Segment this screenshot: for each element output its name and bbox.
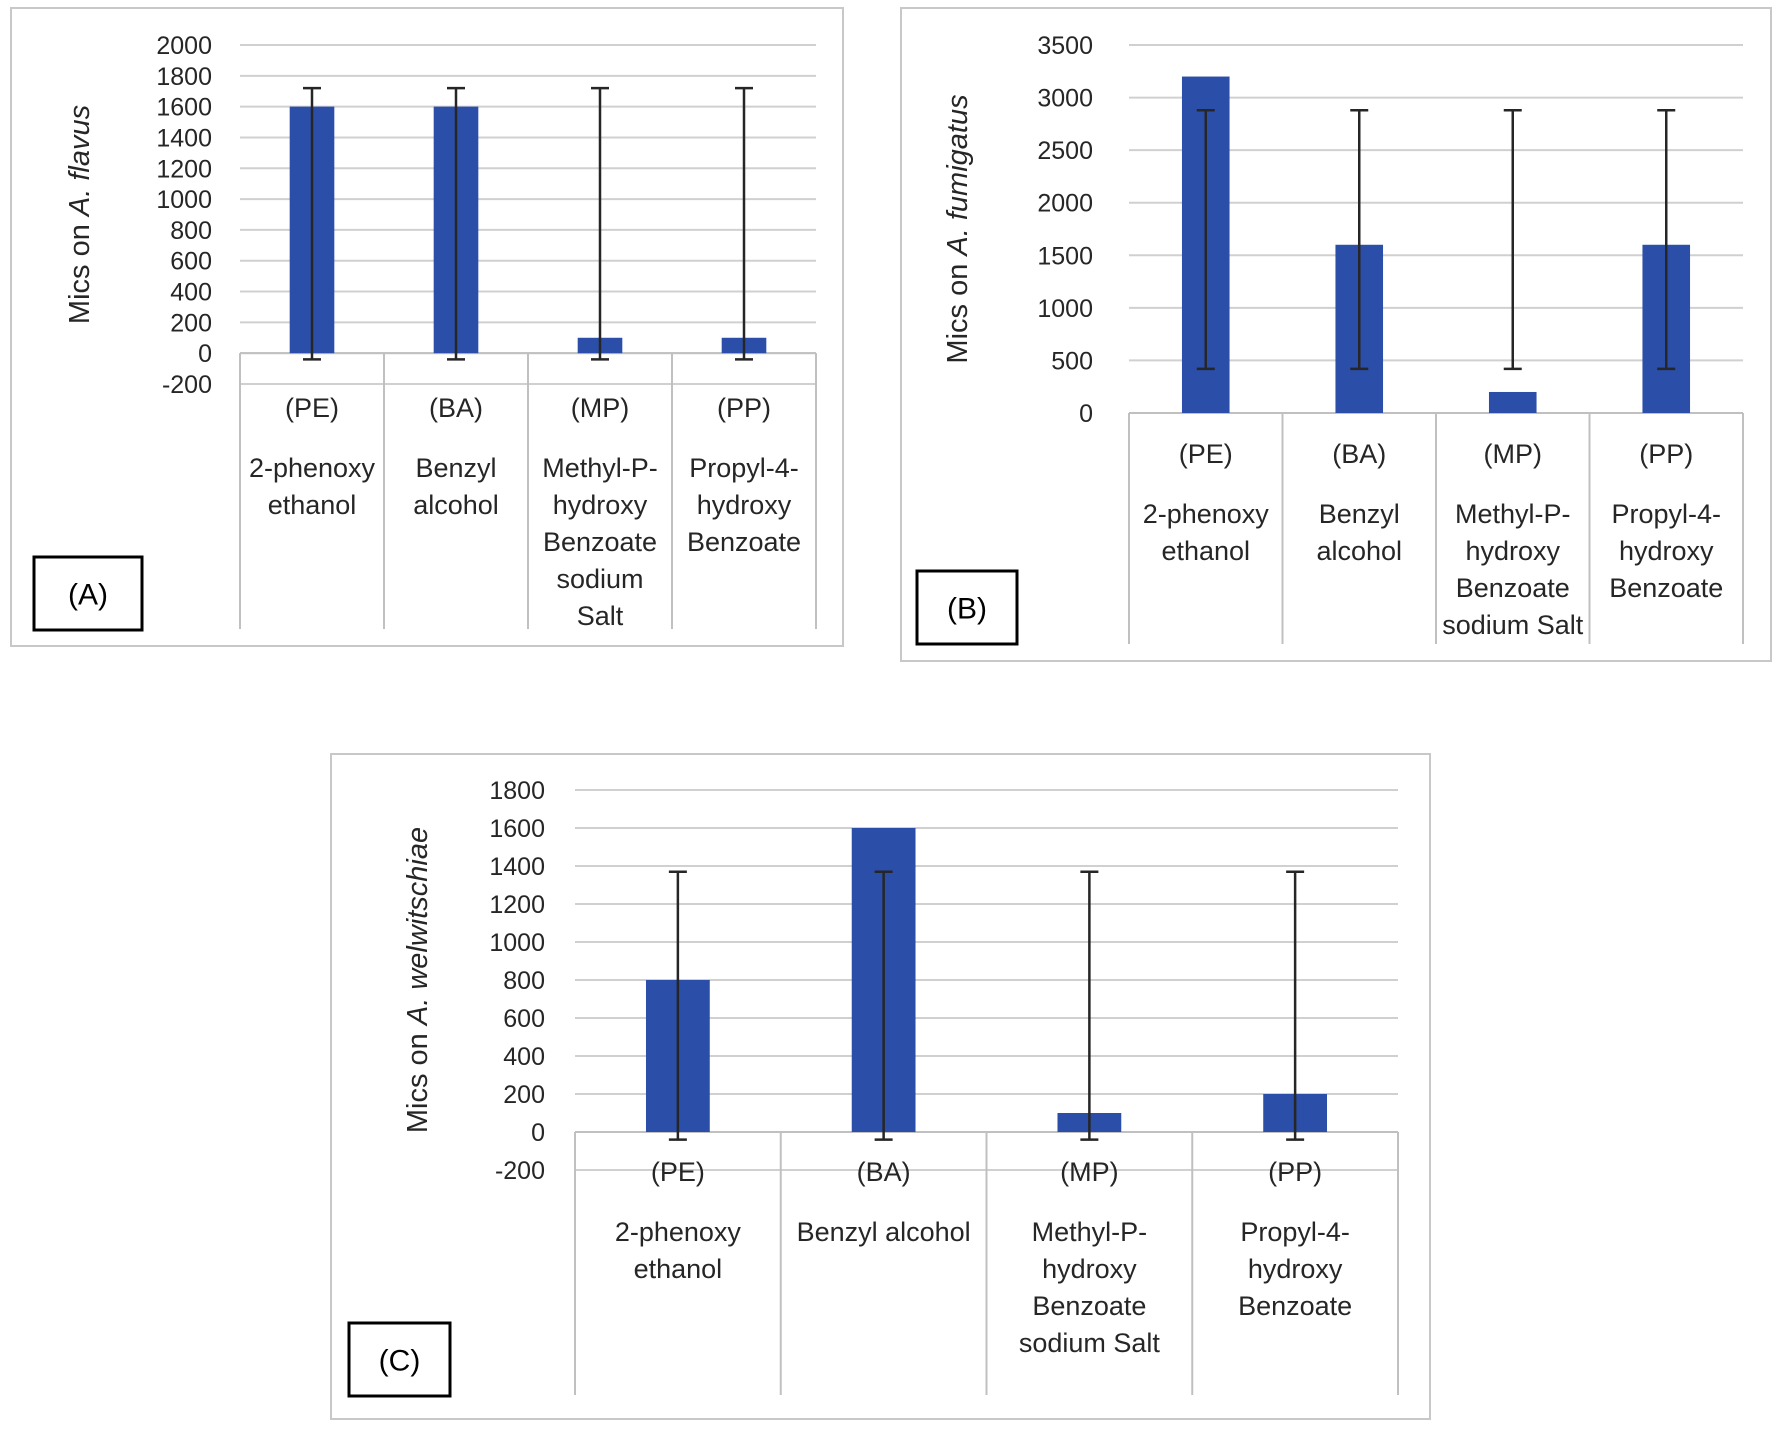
category-name-label: Benzyl [415,453,496,483]
category-abbr-label: (MP) [1060,1157,1118,1187]
panel-tag-box [915,569,1019,646]
y-tick-label: 0 [198,340,212,368]
chart-panel-b: 0 500 1000 1500 2000 2500 3000 3500 (PE) 2-phenox… [900,7,1772,662]
y-tick-label: 1800 [156,63,212,91]
y-tick-label: 2500 [1037,137,1093,165]
panel-tag-label: (C) [379,1345,421,1378]
category-abbr-label: (MP) [571,393,629,423]
bar [1488,391,1537,413]
y-tick-label: 200 [170,309,212,337]
category-name-label: Methyl-P- [1032,1217,1148,1247]
category-name-label: 2-phenoxy [615,1217,742,1247]
category-abbr-label: (BA) [429,393,483,423]
chart-panel-a: -200 0 200 400 600 800 1000 1200 1400 1600 1800 200… [10,7,844,647]
category-name-label: Benzoate [687,527,801,557]
category-name-label: hydroxy [1042,1254,1137,1284]
y-tick-label: -200 [162,371,212,399]
panel-tag-label: (A) [68,579,108,612]
category-name-label: 2-phenoxy [1143,499,1270,529]
category-name-label: Methyl-P- [1455,499,1571,529]
y-tick-label: 3000 [1037,85,1093,113]
y-axis-label-species: A. fumigatus [942,94,974,257]
y-tick-label: 1600 [156,94,212,122]
y-tick-label: 400 [170,279,212,307]
y-axis-label-species: A. flavus [64,105,96,218]
category-name-label: sodium [556,564,643,594]
y-tick-label: 800 [503,967,545,995]
category-name-label: alcohol [1316,536,1402,566]
category-name-label: Benzoate [1238,1291,1352,1321]
category-name-label: hydroxy [1465,536,1560,566]
category-name-label: Benzoate [543,527,657,557]
y-tick-label: 600 [503,1005,545,1033]
y-axis-label-prefix: Mics on [64,216,96,324]
chart-b-svg: 0 500 1000 1500 2000 2500 3000 3500 (PE) 2-phenox… [915,32,1744,646]
y-tick-label: 600 [170,248,212,276]
y-tick-label: 800 [170,217,212,245]
category-name-label: Benzyl [1319,499,1400,529]
category-abbr-label: (BA) [857,1157,911,1187]
y-tick-label: 1800 [489,777,545,805]
y-tick-label: 0 [1079,400,1093,428]
chart-c-svg: -200 0 200 400 600 800 1000 1200 1400 1600 1800 (PE… [347,777,1399,1398]
y-tick-label: 500 [1051,347,1093,375]
y-tick-label: 1000 [156,186,212,214]
category-name-label: hydroxy [553,490,648,520]
category-abbr-label: (BA) [1332,439,1386,469]
category-name-label: sodium Salt [1019,1328,1161,1358]
category-name-label: ethanol [1161,536,1250,566]
y-tick-label: 2000 [156,32,212,60]
y-axis-label-prefix: Mics on [402,1025,434,1133]
chart-panel-c: -200 0 200 400 600 800 1000 1200 1400 1600 1800 (PE… [330,753,1431,1420]
y-tick-label: 1000 [1037,295,1093,323]
category-abbr-label: (PE) [285,393,339,423]
panel-tag-box [347,1321,452,1398]
y-tick-label: 200 [503,1081,545,1109]
y-tick-label: 0 [531,1119,545,1147]
y-tick-label: 400 [503,1043,545,1071]
y-tick-label: 1400 [156,124,212,152]
category-name-label: hydroxy [1619,536,1714,566]
panel-tag-box [32,555,144,632]
category-abbr-label: (MP) [1484,439,1542,469]
category-name-label: Benzoate [1456,573,1570,603]
y-tick-label: 1200 [156,155,212,183]
panel-tag-label: (B) [947,593,987,626]
category-name-label: Benzyl alcohol [797,1217,971,1247]
category-name-label: alcohol [413,490,499,520]
category-name-label: hydroxy [697,490,792,520]
category-name-label: Methyl-P- [542,453,658,483]
category-name-label: ethanol [634,1254,723,1284]
category-name-label: Benzoate [1609,573,1723,603]
category-abbr-label: (PP) [1639,439,1693,469]
y-axis-label: Mics on A. welwitschiae [402,827,434,1133]
category-name-label: sodium Salt [1442,610,1584,640]
y-axis-label-prefix: Mics on [942,256,974,364]
y-tick-label: 1400 [489,853,545,881]
category-abbr-label: (PE) [651,1157,705,1187]
category-abbr-label: (PP) [717,393,771,423]
category-abbr-label: (PP) [1268,1157,1322,1187]
category-abbr-label: (PE) [1179,439,1233,469]
y-tick-label: 2000 [1037,190,1093,218]
y-axis-label-species: A. welwitschiae [402,827,434,1027]
y-tick-label: -200 [495,1157,545,1185]
category-name-label: 2-phenoxy [249,453,376,483]
y-tick-label: 1600 [489,815,545,843]
category-name-label: hydroxy [1248,1254,1343,1284]
y-tick-label: 3500 [1037,32,1093,60]
category-name-label: Benzoate [1032,1291,1146,1321]
y-axis-label: Mics on A. flavus [64,105,96,324]
y-tick-label: 1000 [489,929,545,957]
category-name-label: Propyl-4- [1240,1217,1350,1247]
y-tick-label: 1200 [489,891,545,919]
category-name-label: ethanol [268,490,357,520]
category-name-label: Propyl-4- [1611,499,1721,529]
y-tick-label: 1500 [1037,242,1093,270]
category-name-label: Propyl-4- [689,453,799,483]
category-name-label: Salt [577,601,624,631]
y-axis-label: Mics on A. fumigatus [942,94,974,363]
